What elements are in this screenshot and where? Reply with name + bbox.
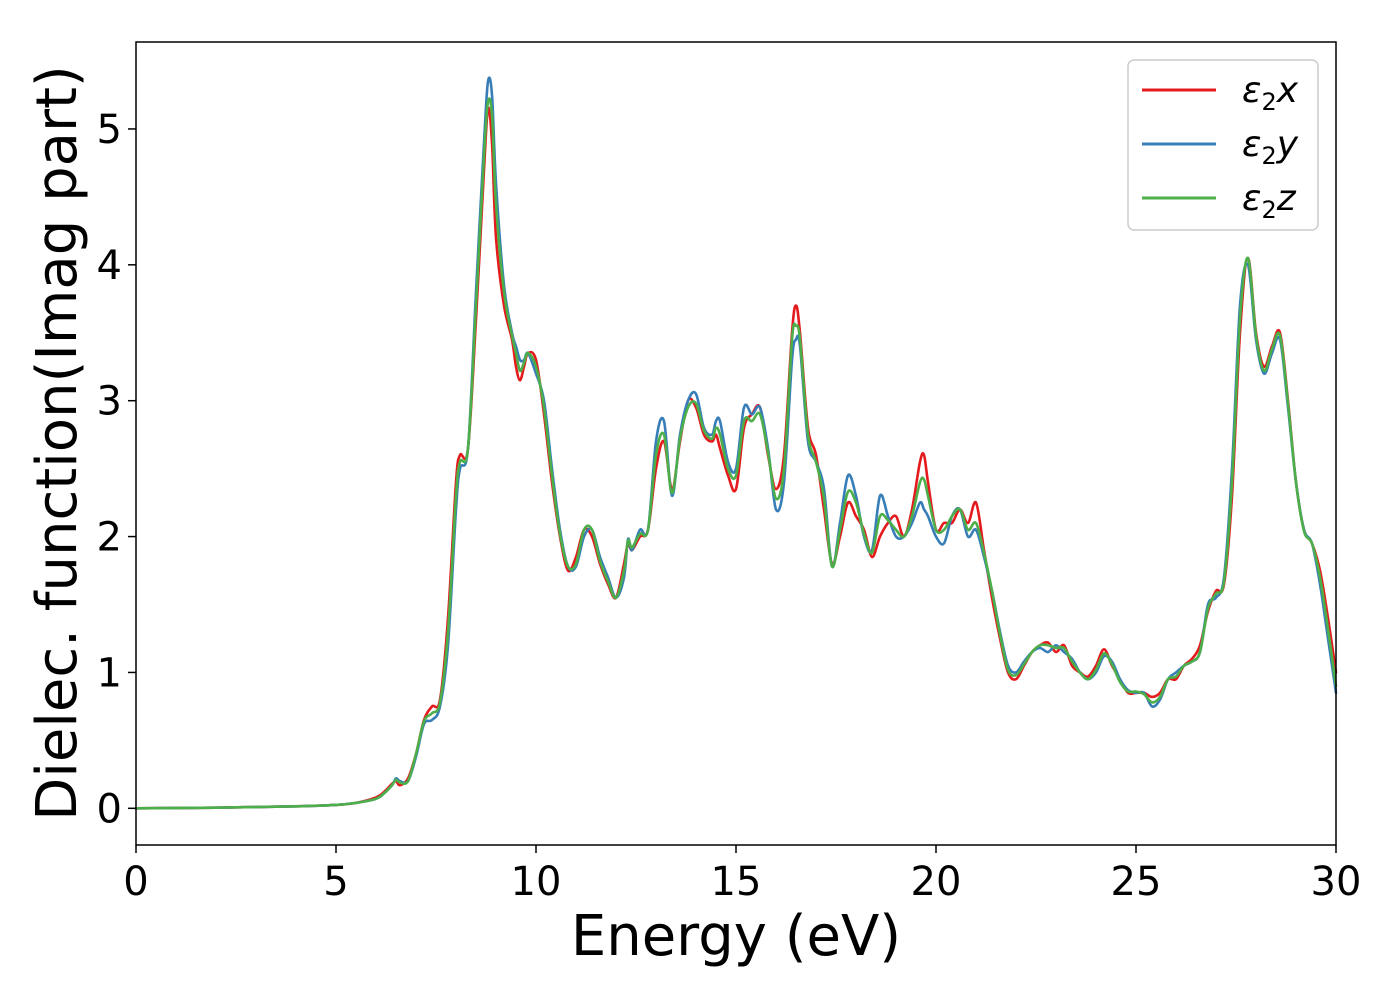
- x-tick-label: 10: [511, 859, 562, 905]
- legend: ε2x ε2y ε2z: [1127, 59, 1319, 231]
- legend-label-z: ε2z: [1242, 178, 1297, 224]
- y-axis-ticks: 0 1 2 3 4 5: [97, 107, 136, 832]
- series-line-z: [134, 97, 1338, 810]
- y-tick-label: 5: [97, 107, 122, 153]
- legend-box: [1127, 59, 1319, 231]
- y-axis-title: Dielec. function(Imag part): [25, 65, 90, 821]
- plot-area: [134, 41, 1338, 846]
- x-tick-label: 5: [323, 859, 348, 905]
- x-axis-title: Energy (eV): [571, 904, 901, 969]
- y-tick-label: 3: [97, 379, 122, 425]
- legend-label-y: ε2y: [1242, 124, 1299, 170]
- y-tick-label: 4: [97, 243, 122, 289]
- y-tick-label: 2: [97, 515, 122, 561]
- series-layer: [134, 76, 1338, 810]
- x-tick-label: 25: [1111, 859, 1162, 905]
- x-tick-label: 15: [711, 859, 762, 905]
- legend-label-x: ε2x: [1242, 70, 1299, 116]
- x-tick-label: 30: [1311, 859, 1362, 905]
- x-tick-label: 20: [911, 859, 962, 905]
- x-axis-ticks: 0 5 10 15 20 25 30: [123, 845, 1361, 905]
- x-tick-label: 0: [123, 859, 148, 905]
- y-tick-label: 0: [97, 786, 122, 832]
- y-tick-label: 1: [97, 650, 122, 696]
